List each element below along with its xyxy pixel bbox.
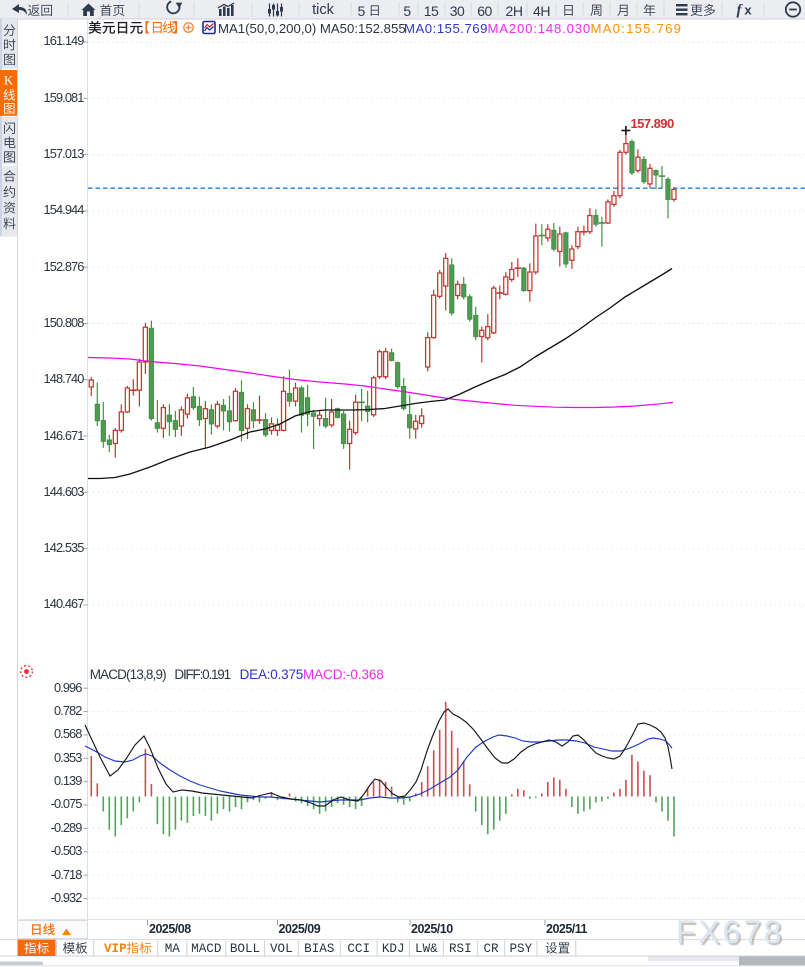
svg-text:K: K: [4, 73, 14, 88]
svg-text:MA: MA: [165, 942, 181, 956]
svg-text:f: f: [737, 3, 744, 19]
svg-text:VOL: VOL: [270, 942, 293, 956]
svg-text:KDJ: KDJ: [382, 942, 405, 956]
svg-text:CCI: CCI: [347, 942, 370, 956]
svg-text:CR: CR: [483, 942, 499, 956]
svg-text:RSI: RSI: [449, 942, 472, 956]
svg-text:VIP: VIP: [104, 942, 127, 956]
svg-text:x: x: [744, 3, 752, 18]
svg-text:PSY: PSY: [509, 942, 532, 956]
svg-text:MACD: MACD: [191, 942, 221, 956]
svg-text:LW&: LW&: [415, 942, 438, 956]
svg-text:BOLL: BOLL: [230, 942, 260, 956]
svg-text:BIAS: BIAS: [304, 942, 334, 956]
